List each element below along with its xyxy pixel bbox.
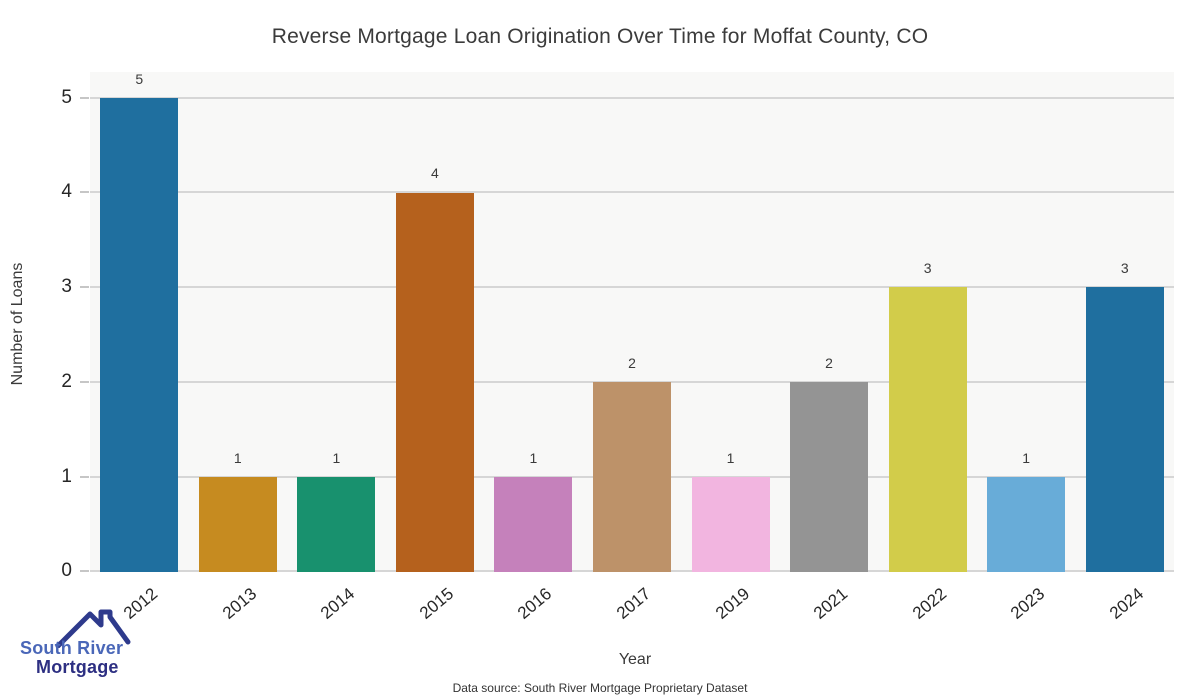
roof-icon: [55, 609, 131, 648]
ytick-mark-5: [80, 96, 89, 99]
ytick-mark-3: [80, 286, 89, 289]
gridline-y-5: [90, 96, 1174, 99]
ytick-mark-0: [80, 570, 89, 572]
bar-2019: [691, 477, 770, 572]
ytick-label-2: 2: [61, 371, 72, 393]
bar-value-2016: 1: [529, 450, 538, 467]
ytick-label-1: 1: [61, 466, 72, 488]
xtick-label-2013: 2013: [218, 584, 261, 623]
ytick-label-3: 3: [61, 276, 72, 298]
data-source-note: Data source: South River Mortgage Propri…: [452, 681, 748, 695]
xtick-label-2021: 2021: [810, 584, 852, 623]
xtick-label-2024: 2024: [1105, 584, 1147, 623]
logo-text-south-river: South River: [20, 638, 124, 658]
south-river-mortgage-logo: South River Mortgage: [10, 598, 150, 688]
bar-2024: [1085, 287, 1164, 572]
bar-value-2013: 1: [233, 450, 242, 467]
xtick-label-2023: 2023: [1007, 584, 1049, 623]
ytick-mark-1: [80, 476, 89, 479]
bar-2015: [395, 192, 474, 572]
bar-value-2014: 1: [332, 450, 341, 467]
gridline-y-2: [90, 381, 1174, 384]
ytick-mark-4: [80, 191, 89, 194]
bar-value-2019: 1: [726, 450, 735, 467]
bar-2013: [198, 477, 277, 572]
ytick-label-4: 4: [61, 181, 72, 203]
bar-value-2021: 2: [825, 355, 833, 372]
bar-2022: [888, 287, 967, 572]
ytick-label-5: 5: [61, 86, 72, 108]
bar-value-2017: 2: [628, 355, 636, 372]
x-axis-title: Year: [618, 651, 652, 668]
ytick-mark-2: [80, 381, 89, 384]
chart-title: Reverse Mortgage Loan Origination Over T…: [271, 25, 929, 48]
gridline-y-3: [90, 286, 1174, 289]
bar-2023: [987, 477, 1066, 572]
bar-value-2015: 4: [431, 165, 439, 182]
bar-value-2024: 3: [1120, 260, 1129, 277]
xtick-label-2015: 2015: [415, 584, 458, 623]
gridline-y-4: [90, 191, 1174, 194]
bar-2016: [494, 477, 573, 572]
bar-2021: [790, 382, 869, 572]
logo-text-mortgage: Mortgage: [36, 657, 119, 677]
bar-value-2022: 3: [923, 260, 932, 277]
bar-value-2023: 1: [1022, 450, 1031, 467]
xtick-label-2022: 2022: [908, 584, 950, 623]
xtick-label-2016: 2016: [514, 584, 556, 623]
xtick-label-2014: 2014: [317, 584, 359, 623]
y-axis-title: Number of Loans: [9, 262, 26, 386]
bar-2014: [297, 477, 376, 572]
ytick-label-0: 0: [61, 560, 72, 581]
xtick-label-2017: 2017: [613, 584, 655, 623]
xtick-label-2019: 2019: [711, 584, 753, 623]
bar-2012: [100, 97, 179, 572]
bar-value-2012: 5: [135, 70, 144, 87]
bar-2017: [593, 382, 671, 572]
plot-area: 0 1 2 3 4 5 5 2012 1 2013 1 2014 4 2015 1 2016 2 2017 1 201…: [61, 70, 1174, 623]
